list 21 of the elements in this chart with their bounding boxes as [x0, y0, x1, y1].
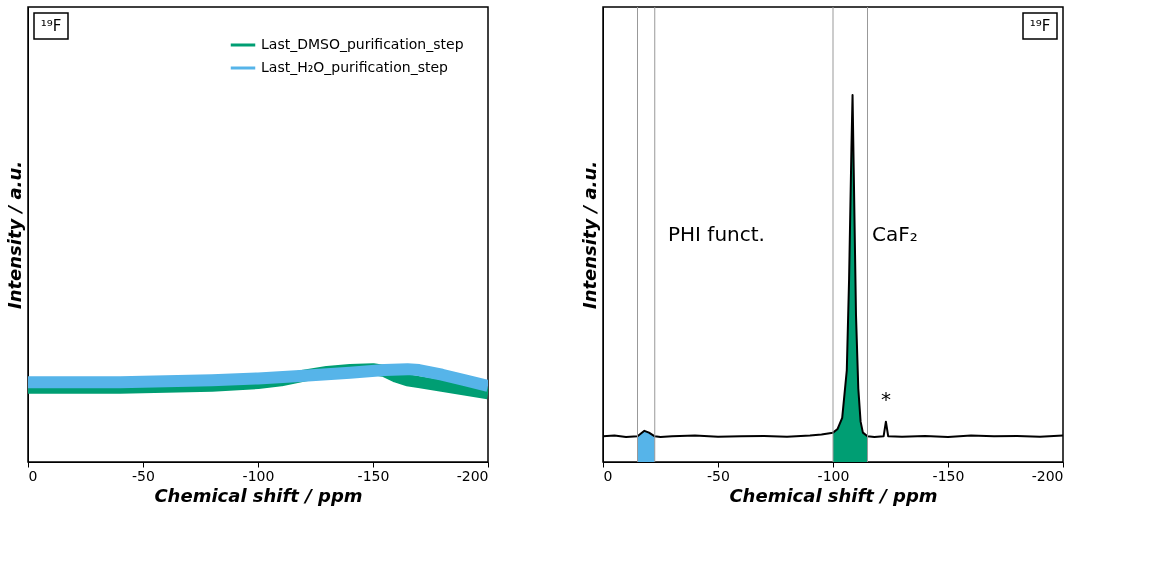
text: ¹⁹F — [40, 17, 62, 35]
x-tick-label: -50 — [707, 467, 730, 484]
legend-label: Last_DMSO_purification_step — [261, 36, 464, 52]
annotation: PHI funct. — [668, 222, 765, 246]
x-tick-label: 0 — [28, 467, 38, 484]
y-axis-title: Intensity / a.u. — [3, 160, 25, 310]
x-tick-label: -200 — [1031, 467, 1064, 484]
x-axis-title: Chemical shift / ppm — [729, 484, 938, 506]
x-tick-label: -100 — [817, 467, 850, 484]
x-tick-label: -150 — [357, 467, 390, 484]
annotation: * — [881, 387, 891, 411]
x-axis-title: Chemical shift / ppm — [154, 484, 363, 506]
text: ¹⁹F — [1029, 17, 1051, 35]
x-tick-label: -200 — [456, 467, 489, 484]
x-tick-label: -100 — [242, 467, 275, 484]
annotation: CaF₂ — [872, 222, 918, 246]
y-axis-title: Intensity / a.u. — [578, 160, 600, 310]
x-tick-label: 0 — [603, 467, 613, 484]
x-tick-label: -50 — [132, 467, 155, 484]
x-tick-label: -150 — [932, 467, 965, 484]
legend-label: Last_H₂O_purification_step — [261, 59, 449, 75]
